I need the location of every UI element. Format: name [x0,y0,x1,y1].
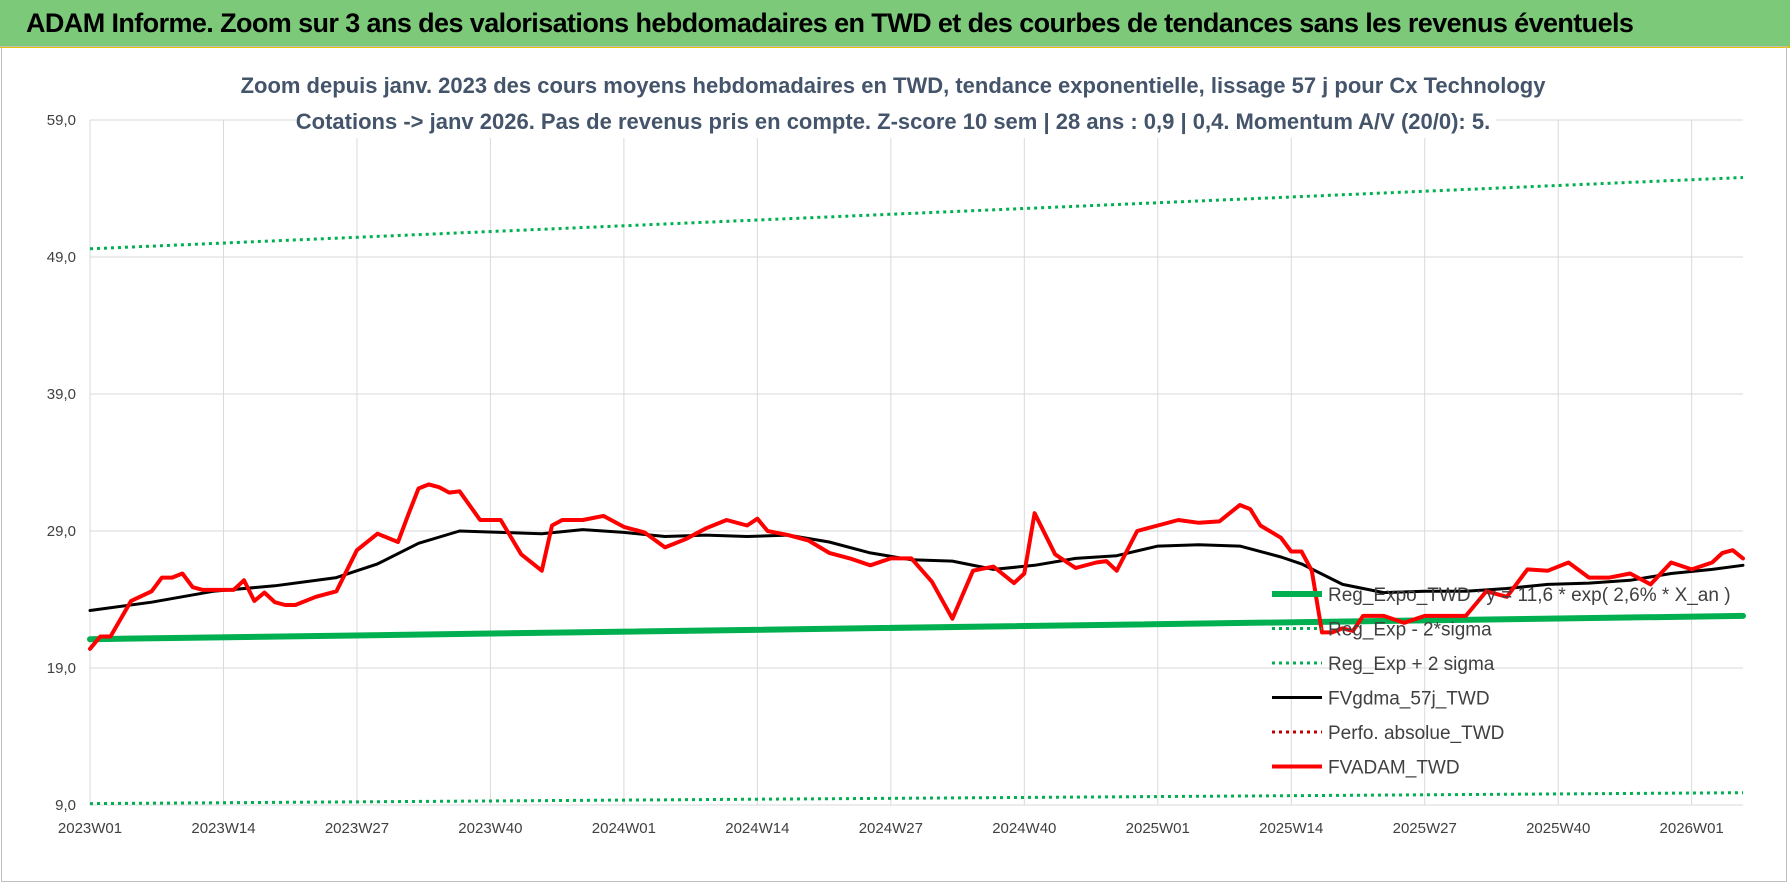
legend-label: Reg_Exp - 2*sigma [1328,620,1492,641]
legend-label: Reg_Expo_TWD : y = 11,6 * exp( 2,6% * X_… [1328,585,1731,606]
y-tick-label: 39,0 [47,386,76,403]
grid-lines [90,120,1743,805]
y-tick-label: 59,0 [47,112,76,129]
line-chart: 59,049,039,029,019,09,0 2023W01 2023W14 20… [0,0,1790,886]
x-tick-label: 2025W27 [1393,820,1457,837]
y-tick-label: 19,0 [47,660,76,677]
legend-label: Reg_Exp + 2 sigma [1328,654,1495,675]
series-line-reg-expo-twd [90,616,1743,639]
x-tick-label: 2025W01 [1126,820,1190,837]
chart-subtitle: Cotations -> janv 2026. Pas de revenus p… [296,109,1490,134]
y-tick-label: 9,0 [55,797,76,814]
x-tick-label: 2024W01 [592,820,656,837]
x-tick-label: 2023W40 [458,820,522,837]
x-tick-label: 2023W01 [58,820,122,837]
series-lines [90,178,1743,804]
x-tick-label: 2024W27 [859,820,923,837]
x-tick-label: 2025W40 [1526,820,1590,837]
y-tick-label: 49,0 [47,249,76,266]
x-tick-label: 2026W01 [1660,820,1724,837]
legend-label: FVgdma_57j_TWD [1328,689,1490,710]
legend-label: Perfo. absolue_TWD [1328,723,1504,744]
series-line-reg-exp [90,793,1743,804]
x-tick-label: 2024W40 [992,820,1056,837]
series-line-reg-exp [90,178,1743,249]
legend-label: FVADAM_TWD [1328,758,1460,779]
x-axis-ticks: 2023W01 2023W14 2023W27 2023W40 2024W01 2024W… [58,820,1724,837]
y-axis-ticks: 59,0 49,0 39,0 29,0 19,0 9,0 [47,112,76,814]
x-tick-label: 2023W14 [191,820,255,837]
series-line-fvadam-twd [90,484,1743,648]
x-tick-label: 2024W14 [725,820,789,837]
x-tick-label: 2023W27 [325,820,389,837]
y-tick-label: 29,0 [47,523,76,540]
chart-legend: Reg_Expo_TWD : y = 11,6 * exp( 2,6% * X_… [1272,585,1731,779]
chart-title: Zoom depuis janv. 2023 des cours moyens … [241,73,1547,98]
x-tick-label: 2025W14 [1259,820,1323,837]
